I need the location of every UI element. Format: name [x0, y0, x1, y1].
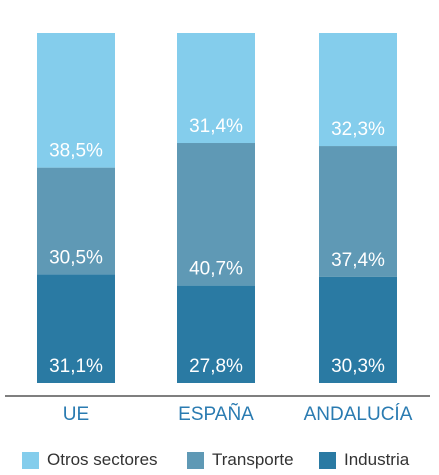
- category-label-andalucia: ANDALUCÍA: [304, 404, 413, 425]
- bar-segment-andalucia-transporte: [319, 146, 397, 277]
- data-labels-group: 31,1% 30,5% 38,5% 27,8% 40,7% 31,4% 30,3% 37,4%…: [49, 116, 385, 377]
- category-labels-group: UE ESPAÑA ANDALUCÍA: [63, 403, 413, 425]
- bar-segment-ue-otros-sectores: [37, 33, 115, 168]
- bar-segment-espana-transporte: [177, 143, 255, 286]
- category-label-ue: UE: [63, 404, 89, 425]
- legend-label-industria: Industria: [344, 450, 410, 469]
- legend-item-industria: Industria: [319, 447, 409, 473]
- chart-plot-area: 31,1% 30,5% 38,5% 27,8% 40,7% 31,4% 30,3% 37,4%…: [5, 33, 430, 425]
- bar-segment-espana-industria: [177, 285, 255, 383]
- data-label-espana-industria: 27,8%: [189, 356, 243, 377]
- data-label-andalucia-transporte: 37,4%: [331, 250, 385, 271]
- data-label-ue-transporte: 30,5%: [49, 247, 103, 268]
- bar-segment-andalucia-industria: [319, 276, 397, 383]
- legend-swatch-transporte: [187, 451, 204, 469]
- category-label-espana: ESPAÑA: [178, 403, 254, 425]
- legend-swatch-otros-sectores: [22, 451, 39, 469]
- data-label-espana-transporte: 40,7%: [189, 259, 243, 280]
- bar-segment-ue-industria: [37, 274, 115, 383]
- data-label-andalucia-industria: 30,3%: [331, 356, 385, 377]
- bar-segment-andalucia-otros-sectores: [319, 33, 397, 147]
- legend-swatch-industria: [319, 451, 336, 469]
- bar-segment-ue-transporte: [37, 167, 115, 275]
- legend-item-otros-sectores: Otros sectores: [22, 447, 158, 473]
- legend-label-otros-sectores: Otros sectores: [47, 450, 158, 469]
- data-label-espana-otros-sectores: 31,4%: [189, 116, 243, 137]
- bar-segment-espana-otros-sectores: [177, 33, 255, 144]
- data-label-ue-otros-sectores: 38,5%: [49, 141, 103, 162]
- bars-group: [37, 33, 397, 383]
- data-label-ue-industria: 31,1%: [49, 356, 103, 377]
- data-label-andalucia-otros-sectores: 32,3%: [331, 119, 385, 140]
- legend-item-transporte: Transporte: [187, 447, 294, 473]
- legend: Otros sectores Transporte Industria: [0, 447, 439, 473]
- legend-label-transporte: Transporte: [212, 450, 294, 469]
